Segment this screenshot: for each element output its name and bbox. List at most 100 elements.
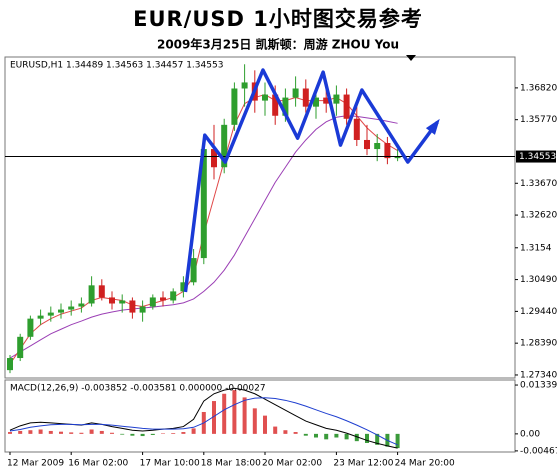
- macd-bar: [273, 426, 278, 434]
- x-tick-label: 17 Mar 10:00: [140, 459, 200, 469]
- macd-bar: [232, 390, 237, 434]
- y-tick-label: 1.27340: [520, 370, 557, 380]
- candle-body: [88, 285, 95, 304]
- candle-body: [7, 358, 13, 371]
- candle-body: [364, 139, 370, 150]
- candle-body: [282, 97, 289, 116]
- macd-bar: [334, 433, 339, 438]
- candle-body: [47, 312, 54, 316]
- candle-body: [292, 88, 299, 98]
- y-tick-label: 1.28390: [520, 339, 557, 349]
- macd-bar: [120, 433, 125, 435]
- macd-bar: [263, 415, 267, 434]
- macd-bar: [89, 429, 94, 434]
- macd-bar: [191, 428, 196, 434]
- candle-body: [109, 297, 115, 304]
- x-tick-label: 20 Mar 02:00: [262, 459, 322, 469]
- candle-body: [343, 94, 350, 119]
- last-price-box: [516, 150, 556, 163]
- candle-body: [313, 97, 319, 107]
- macd-bar: [140, 433, 145, 437]
- candle-body: [27, 318, 34, 337]
- candle-body: [180, 282, 187, 292]
- candle-body: [68, 306, 75, 310]
- y-tick-label: 0.013392: [520, 381, 557, 391]
- macd-bar: [38, 429, 43, 434]
- candle-body: [221, 124, 228, 168]
- macd-bar: [365, 433, 369, 443]
- macd-bar: [252, 408, 257, 434]
- candle-body: [241, 82, 248, 89]
- macd-bar: [161, 433, 165, 434]
- macd-bar: [59, 431, 63, 434]
- chart-subtitle: 2009年3月25日 凯斯顿：周游 ZHOU You: [157, 37, 399, 52]
- price-frame: [4, 56, 516, 379]
- y-tick-label: 1.33670: [520, 179, 557, 189]
- y-tick-label: 0.00: [520, 429, 540, 439]
- candle-body: [323, 97, 330, 104]
- y-tick-label: 1.36820: [520, 83, 557, 93]
- candle-body: [98, 285, 105, 298]
- macd-bar: [354, 433, 359, 442]
- macd-bar: [99, 430, 104, 434]
- macd-bar: [79, 432, 84, 434]
- shift-marker: [406, 55, 416, 61]
- candle-body: [394, 156, 401, 159]
- candle-body: [17, 336, 24, 359]
- macd-bar: [303, 433, 308, 436]
- candle-body: [333, 94, 340, 104]
- candle-body: [170, 291, 177, 301]
- annotation-zigzag: [183, 68, 439, 293]
- macd-bar: [8, 432, 12, 434]
- candle-body: [200, 149, 207, 259]
- macd-bar: [293, 432, 298, 434]
- macd-bar: [18, 430, 23, 434]
- candle-body: [78, 303, 85, 307]
- macd-line: [9, 397, 398, 446]
- candle-body: [37, 315, 44, 319]
- x-tick-label: 16 Mar 02:00: [68, 459, 128, 469]
- y-tick-label: 1.30490: [520, 275, 557, 285]
- macd-bar: [150, 433, 155, 435]
- candle-body: [262, 94, 268, 101]
- macd-bar: [110, 432, 114, 434]
- macd-bar: [130, 433, 135, 436]
- macd-bar: [375, 433, 380, 445]
- x-tick-label: 24 Mar 20:00: [395, 459, 455, 469]
- candle-body: [149, 297, 156, 307]
- y-tick-label: 1.29440: [520, 307, 557, 317]
- macd-bar: [283, 430, 288, 434]
- y-tick-label: 1.3154: [520, 243, 552, 253]
- last-price-label: 1.34553: [519, 152, 556, 162]
- macd-frame: [4, 379, 516, 453]
- candle-body: [231, 88, 238, 125]
- macd-bar: [48, 430, 53, 434]
- macd-header: MACD(12,26,9) -0.003852 -0.003581 0.0000…: [10, 384, 266, 394]
- macd-bar: [181, 432, 186, 434]
- macd-bar: [69, 432, 74, 434]
- x-tick-label: 23 Mar 12:00: [333, 459, 393, 469]
- macd-bar: [222, 393, 227, 434]
- macd-bar: [395, 433, 400, 449]
- x-tick-label: 12 Mar 2009: [7, 459, 64, 469]
- y-tick-label: -0.00467: [520, 446, 557, 456]
- candle-body: [139, 306, 146, 313]
- y-tick-label: 1.32620: [520, 211, 557, 221]
- candle-body: [353, 118, 360, 140]
- candle-body: [190, 258, 197, 283]
- candle-body: [119, 300, 126, 304]
- macd-bar: [212, 401, 216, 434]
- candle-body: [211, 149, 217, 168]
- macd-bar: [344, 433, 349, 440]
- macd-bar: [314, 433, 318, 438]
- candle-body: [272, 94, 279, 116]
- price-header: EURUSD,H1 1.34489 1.34563 1.34457 1.3455…: [10, 61, 223, 71]
- macd-bar: [28, 430, 33, 434]
- candle-body: [384, 143, 391, 159]
- annotation-arrowhead: [425, 118, 440, 135]
- chart-title: EUR/USD 1小时图交易参考: [133, 7, 423, 31]
- candle-body: [374, 143, 381, 150]
- candle-body: [129, 300, 136, 313]
